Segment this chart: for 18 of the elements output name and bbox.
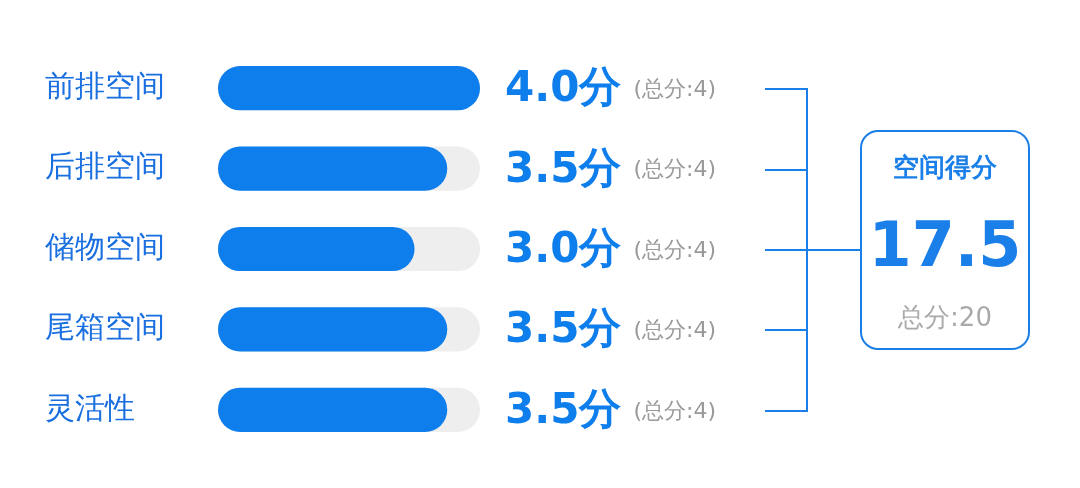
- data-label: 3.0分: [505, 222, 622, 272]
- y-tick-label: 前排空间: [45, 68, 165, 103]
- y-tick-label: 后排空间: [45, 148, 165, 184]
- y-tick-label: 尾箱空间: [45, 309, 165, 345]
- text: (总分:4): [633, 317, 716, 343]
- text: 空间得分: [892, 151, 998, 184]
- text: (总分:4): [633, 75, 716, 101]
- data-label: 3.5分: [505, 142, 622, 192]
- text: (总分:4): [633, 397, 716, 423]
- text: (总分:4): [633, 236, 716, 262]
- data-label: 3.5分: [505, 303, 622, 353]
- y-tick-label: 储物空间: [45, 228, 165, 264]
- text: 17.5: [867, 208, 1023, 281]
- text: (总分:4): [633, 156, 716, 182]
- data-label: 3.5分: [505, 383, 622, 433]
- text: 总分:20: [897, 301, 993, 334]
- y-tick-label: 灵活性: [45, 389, 135, 425]
- data-label: 4.0分: [505, 62, 622, 112]
